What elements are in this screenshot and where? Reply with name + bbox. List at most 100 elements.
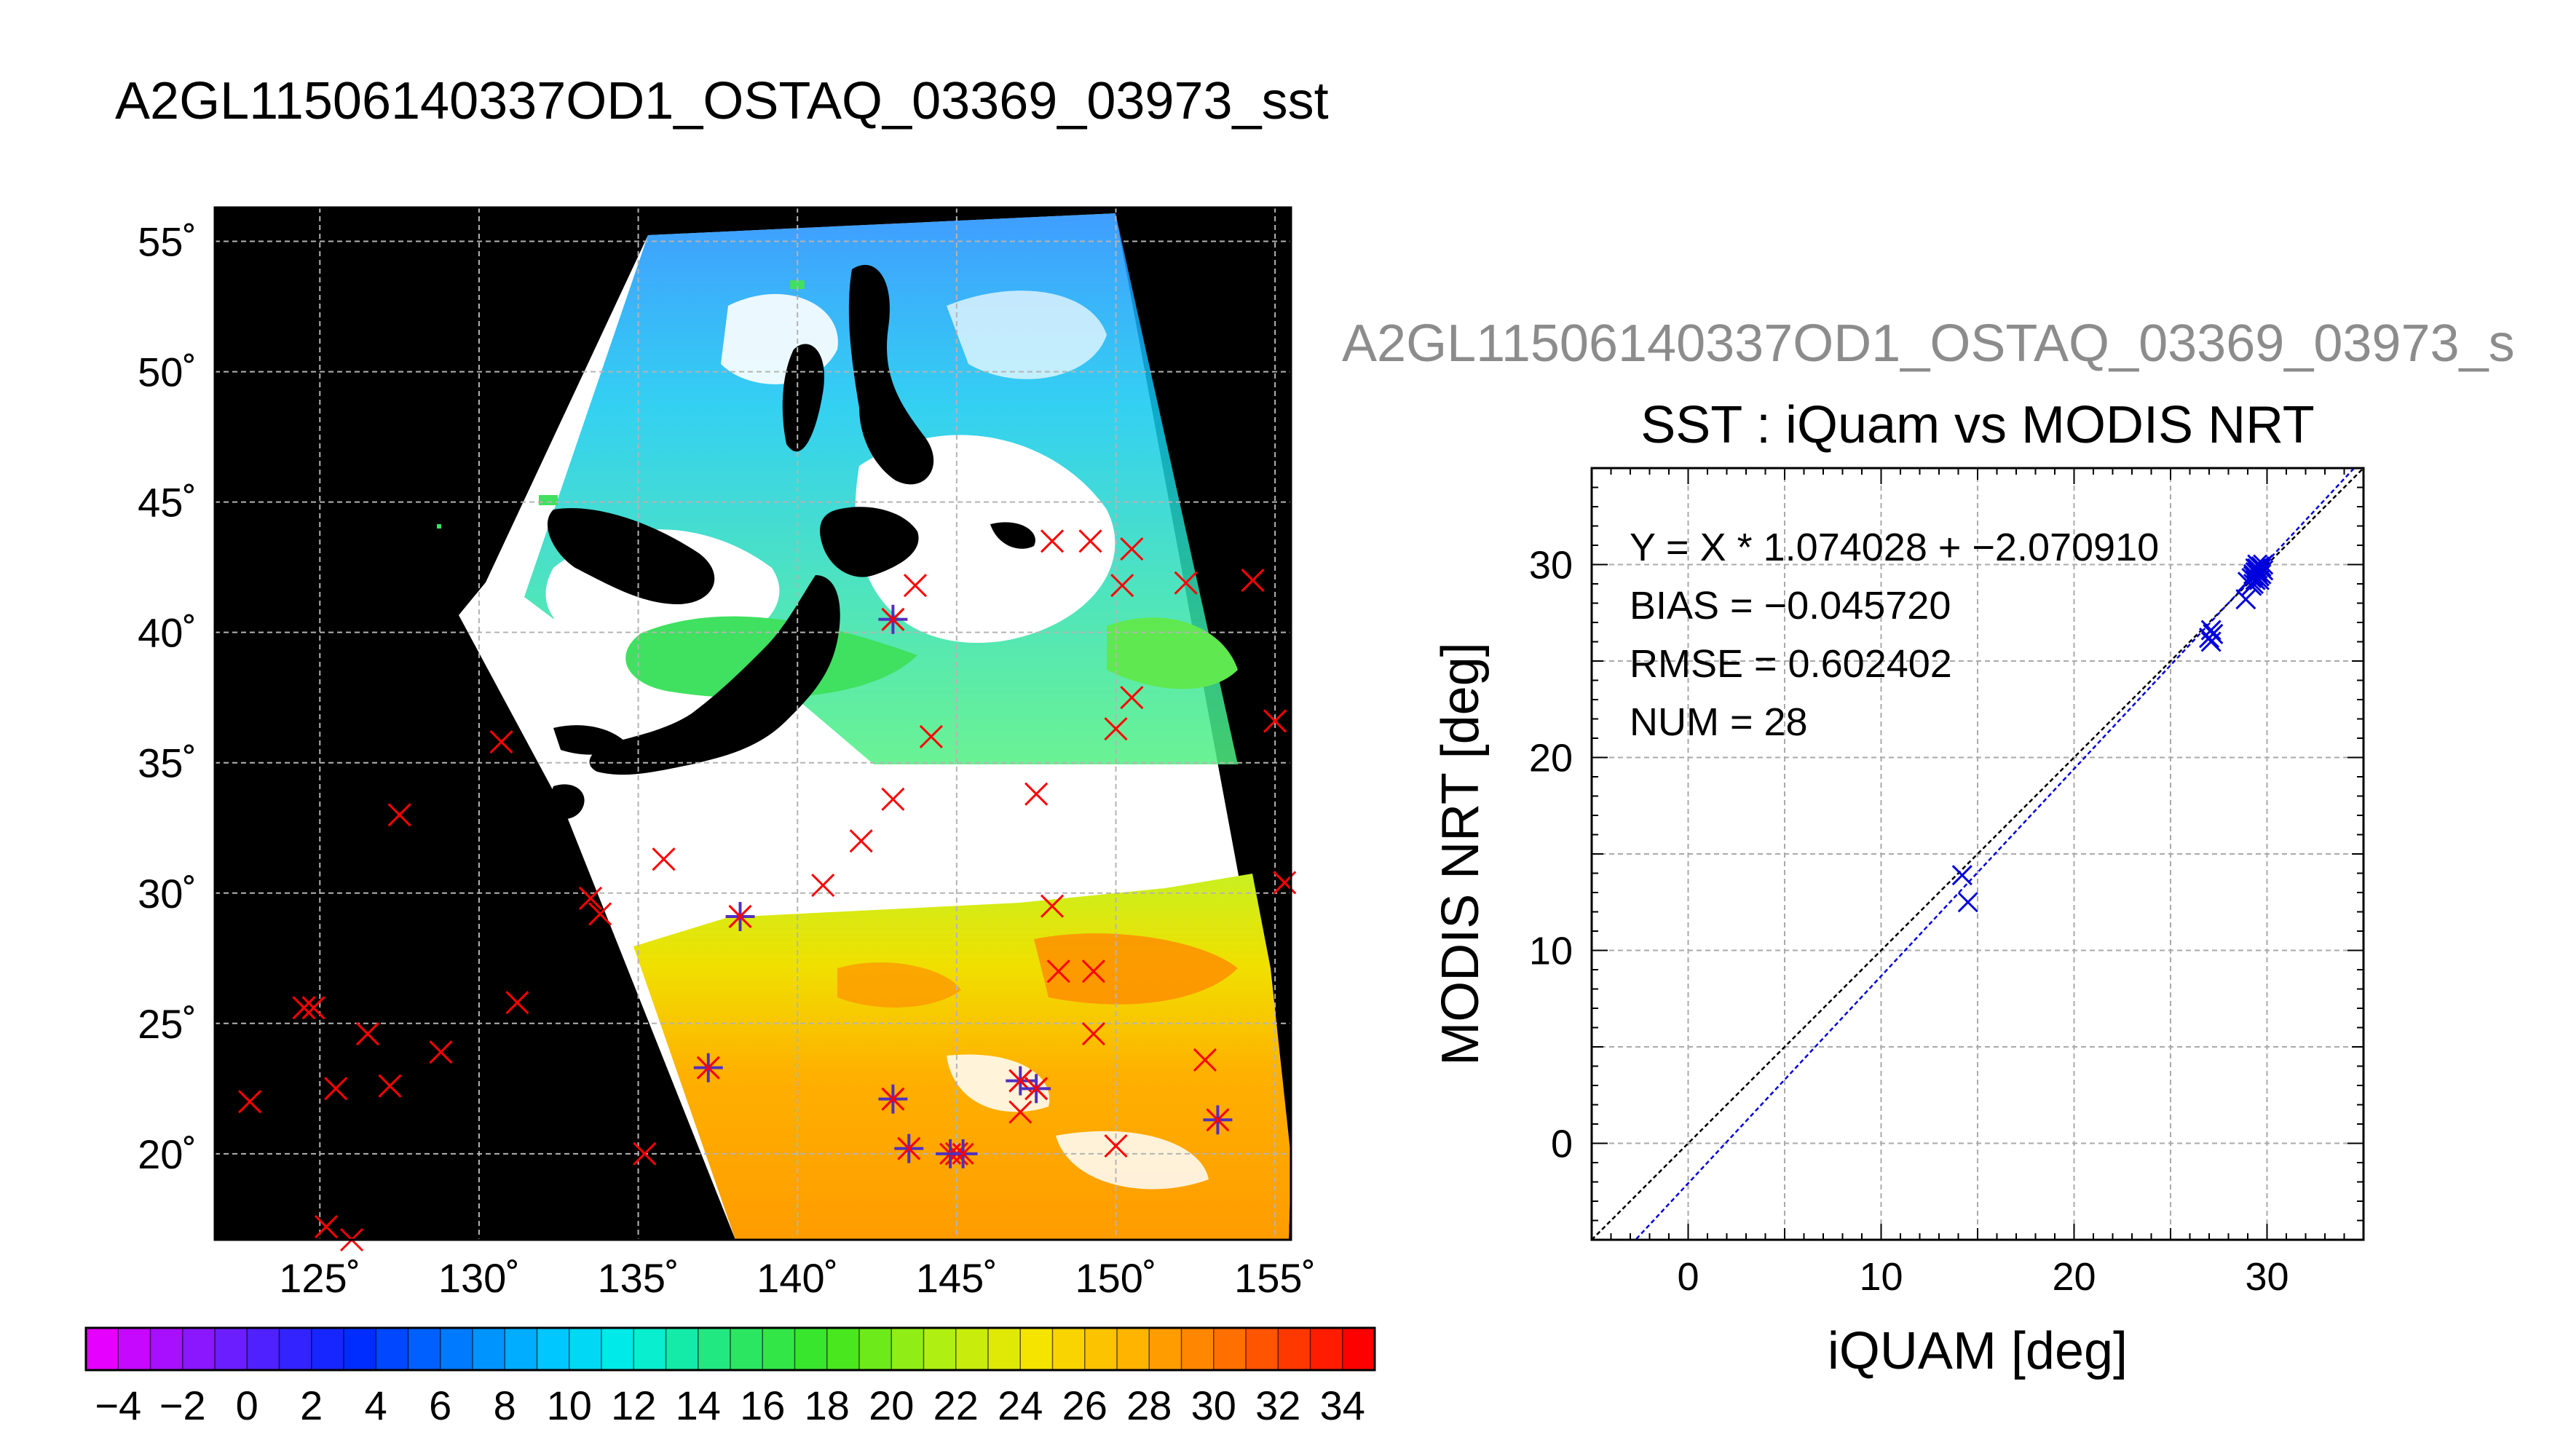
colorbar-segment bbox=[1310, 1328, 1343, 1370]
scatter-title: SST : iQuam vs MODIS NRT bbox=[1640, 396, 2315, 454]
scatter-point bbox=[2247, 563, 2268, 585]
colorbar-segment bbox=[762, 1328, 795, 1370]
colorbar-segment bbox=[826, 1328, 860, 1370]
colorbar-tick-label: −4 bbox=[95, 1382, 141, 1428]
iquam-marker bbox=[811, 873, 835, 898]
colorbar-segment bbox=[923, 1328, 957, 1370]
colorbar-segment bbox=[505, 1328, 537, 1370]
stats-fit: Y = X * 1.074028 + −2.070910 bbox=[1630, 526, 2159, 569]
map-axes: 125˚ 130˚ 135˚ 140˚ 145˚ 150˚ 155˚ 20˚ 25˚ 30˚ 35˚… bbox=[138, 206, 1316, 1301]
colorbar-segment bbox=[279, 1328, 312, 1370]
colorbar-segment bbox=[794, 1328, 828, 1370]
colorbar-tick-label: 20 bbox=[869, 1382, 914, 1428]
map-lon-tick-label: 135˚ bbox=[598, 1255, 679, 1301]
green-speck-2 bbox=[790, 280, 805, 289]
coast-land-2 bbox=[553, 725, 626, 755]
scatter-panel: 0 10 20 30 0 10 20 30 Y = X * 1.074028 + −2.070… bbox=[1529, 467, 2365, 1299]
colorbar-tick-label: 2 bbox=[300, 1382, 323, 1428]
korea-land bbox=[547, 508, 715, 604]
matchup-marker bbox=[878, 604, 908, 634]
scatter-grid bbox=[1592, 468, 2364, 1240]
matchup-marker bbox=[1203, 1105, 1233, 1135]
colorbar-segment bbox=[633, 1328, 666, 1370]
colorbar-segment bbox=[1084, 1328, 1118, 1370]
iquam-marker bbox=[1120, 537, 1144, 561]
matchup-marker bbox=[1006, 1066, 1035, 1096]
map-matchup-markers bbox=[693, 604, 1233, 1168]
cloud-south-2 bbox=[1056, 1131, 1209, 1190]
iquam-marker bbox=[633, 1142, 657, 1166]
colorbar-segment bbox=[311, 1328, 344, 1370]
map-lon-tick-label: 150˚ bbox=[1075, 1255, 1156, 1301]
cloud-south-1 bbox=[947, 1054, 1050, 1112]
colorbar-segment bbox=[537, 1328, 570, 1370]
colorbar-segment bbox=[215, 1328, 248, 1370]
colorbar-segment bbox=[1213, 1328, 1247, 1370]
iquam-marker bbox=[1040, 894, 1065, 918]
scatter-subtitle: A2GL11506140337OD1_OSTAQ_03369_03973_s bbox=[1342, 314, 2515, 373]
warm-patch-1 bbox=[1034, 933, 1238, 1005]
sst-map-panel: 125˚ 130˚ 135˚ 140˚ 145˚ 150˚ 155˚ 20˚ 25˚ 30˚ 35˚… bbox=[138, 206, 1316, 1301]
colorbar-segment bbox=[891, 1328, 924, 1370]
kyushu-land bbox=[546, 784, 585, 819]
iquam-marker bbox=[578, 886, 603, 910]
map-lat-tick-label: 35˚ bbox=[138, 740, 197, 786]
scatter-ytick-label: 10 bbox=[1529, 930, 1573, 973]
colorbar-segment bbox=[1278, 1328, 1311, 1370]
scatter-xtick-label: 20 bbox=[2052, 1255, 2096, 1299]
iquam-marker bbox=[919, 724, 943, 748]
colorbar-tick-label: 12 bbox=[611, 1382, 656, 1428]
map-lon-tick-label: 125˚ bbox=[279, 1255, 360, 1301]
map-lat-tick-label: 45˚ bbox=[138, 480, 197, 526]
scatter-point bbox=[2203, 623, 2224, 644]
scatter-ytick-label: 30 bbox=[1529, 544, 1573, 587]
scatter-xtick-label: 0 bbox=[1677, 1255, 1699, 1299]
colorbar-segment bbox=[859, 1328, 892, 1370]
iquam-marker bbox=[429, 1040, 453, 1064]
colorbar-tick-label: 18 bbox=[805, 1382, 850, 1428]
colorbar-tick-label: 4 bbox=[365, 1382, 387, 1428]
map-lat-tick-label: 20˚ bbox=[138, 1131, 197, 1177]
hokkaido-land bbox=[820, 507, 919, 577]
iquam-marker bbox=[1078, 529, 1102, 553]
colorbar-segment bbox=[601, 1328, 634, 1370]
scatter-point bbox=[2245, 569, 2266, 590]
scatter-point bbox=[1951, 865, 1972, 886]
stats-bias: BIAS = −0.045720 bbox=[1630, 584, 1951, 628]
iquam-marker bbox=[1024, 782, 1049, 806]
stats-rmse: RMSE = 0.602402 bbox=[1630, 642, 1952, 686]
scatter-ytick-label: 20 bbox=[1529, 737, 1573, 780]
colorbar-tick-label: 8 bbox=[494, 1382, 516, 1428]
matchup-marker bbox=[894, 1133, 924, 1163]
iquam-marker bbox=[1046, 960, 1070, 984]
matchup-marker bbox=[948, 1139, 978, 1168]
main-title: A2GL11506140337OD1_OSTAQ_03369_03973_sst bbox=[115, 72, 1329, 130]
colorbar-segment bbox=[666, 1328, 699, 1370]
scatter-point bbox=[2253, 554, 2274, 575]
colorbar-segment bbox=[473, 1328, 505, 1370]
colorbar-tick-label: 32 bbox=[1255, 1382, 1300, 1428]
iquam-marker bbox=[301, 996, 325, 1020]
scatter-points bbox=[1951, 554, 2274, 913]
iquam-marker bbox=[588, 902, 612, 926]
scatter-xlabel: iQUAM [deg] bbox=[1828, 1322, 2128, 1380]
colorbar-segment bbox=[86, 1328, 119, 1370]
map-lat-tick-label: 25˚ bbox=[138, 1001, 197, 1047]
colorbar-segment bbox=[698, 1328, 731, 1370]
map-lon-tick-label: 140˚ bbox=[757, 1255, 838, 1301]
coast-land-1 bbox=[782, 344, 824, 452]
iquam-marker bbox=[1110, 574, 1134, 598]
scatter-axes: 0 10 20 30 0 10 20 30 bbox=[1529, 467, 2365, 1299]
matchup-marker bbox=[878, 1084, 908, 1114]
colorbar-segment bbox=[344, 1328, 376, 1370]
colorbar-tick-label: 26 bbox=[1062, 1382, 1107, 1428]
iquam-marker bbox=[903, 574, 928, 598]
iquam-marker bbox=[505, 991, 529, 1015]
scatter-point bbox=[2251, 558, 2272, 579]
colorbar-segment bbox=[118, 1328, 151, 1370]
warm-patch-2 bbox=[837, 962, 961, 1008]
colorbar-tick-label: 16 bbox=[740, 1382, 785, 1428]
colorbar-segment bbox=[408, 1328, 441, 1370]
colorbar-segment bbox=[569, 1328, 602, 1370]
map-lon-tick-label: 155˚ bbox=[1234, 1255, 1316, 1301]
